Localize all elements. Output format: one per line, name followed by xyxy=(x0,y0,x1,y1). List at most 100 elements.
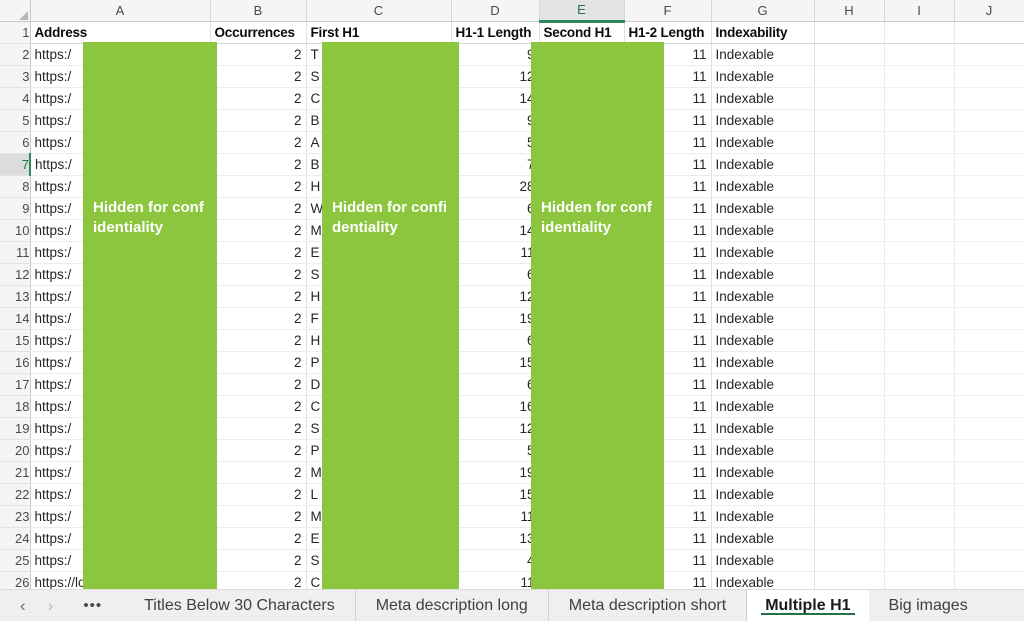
cell-i8[interactable] xyxy=(884,175,955,198)
cell-j24[interactable] xyxy=(954,527,1024,550)
cell-d11[interactable]: 11 xyxy=(451,241,540,264)
cell-g11[interactable]: Indexable xyxy=(711,241,815,264)
cell-i18[interactable] xyxy=(884,395,955,418)
cell-b18[interactable]: 2 xyxy=(210,395,307,418)
cell-j2[interactable] xyxy=(954,43,1024,66)
cell-j10[interactable] xyxy=(954,219,1024,242)
cell-d4[interactable]: 14 xyxy=(451,87,540,110)
cell-h7[interactable] xyxy=(814,153,885,176)
row-header[interactable]: 4 xyxy=(0,87,31,110)
cell-h9[interactable] xyxy=(814,197,885,220)
cell-d7[interactable]: 7 xyxy=(451,153,540,176)
sheet-tab-titles-below-30-characters[interactable]: Titles Below 30 Characters xyxy=(124,590,356,621)
cell-b22[interactable]: 2 xyxy=(210,483,307,506)
cell-b25[interactable]: 2 xyxy=(210,549,307,572)
column-title-f[interactable]: H1-2 Length xyxy=(624,21,712,44)
cell-d22[interactable]: 15 xyxy=(451,483,540,506)
row-header[interactable]: 2 xyxy=(0,43,31,66)
cell-h2[interactable] xyxy=(814,43,885,66)
row-header[interactable]: 14 xyxy=(0,307,31,330)
cell-b3[interactable]: 2 xyxy=(210,65,307,88)
cell-d14[interactable]: 19 xyxy=(451,307,540,330)
cell-j23[interactable] xyxy=(954,505,1024,528)
cell-j9[interactable] xyxy=(954,197,1024,220)
cell-h4[interactable] xyxy=(814,87,885,110)
cell-j21[interactable] xyxy=(954,461,1024,484)
cell-d6[interactable]: 5 xyxy=(451,131,540,154)
cell-h17[interactable] xyxy=(814,373,885,396)
cell-g7[interactable]: Indexable xyxy=(711,153,815,176)
cell-j17[interactable] xyxy=(954,373,1024,396)
cell-i15[interactable] xyxy=(884,329,955,352)
cell-b15[interactable]: 2 xyxy=(210,329,307,352)
cell-i16[interactable] xyxy=(884,351,955,374)
row-header[interactable]: 7 xyxy=(0,153,31,176)
cell-h10[interactable] xyxy=(814,219,885,242)
row-header[interactable]: 9 xyxy=(0,197,31,220)
cell-i9[interactable] xyxy=(884,197,955,220)
cell-h23[interactable] xyxy=(814,505,885,528)
cell-j22[interactable] xyxy=(954,483,1024,506)
column-title-j[interactable] xyxy=(954,21,1024,44)
column-header-e[interactable]: E xyxy=(539,0,625,23)
column-title-e[interactable]: Second H1 xyxy=(539,21,625,44)
cell-b16[interactable]: 2 xyxy=(210,351,307,374)
column-header-d[interactable]: D xyxy=(451,0,540,22)
previous-sheet-icon[interactable]: ‹ xyxy=(20,596,26,615)
cell-i19[interactable] xyxy=(884,417,955,440)
cell-i14[interactable] xyxy=(884,307,955,330)
column-header-i[interactable]: I xyxy=(884,0,955,22)
row-header[interactable]: 24 xyxy=(0,527,31,550)
cell-j15[interactable] xyxy=(954,329,1024,352)
cell-g18[interactable]: Indexable xyxy=(711,395,815,418)
cell-h3[interactable] xyxy=(814,65,885,88)
cell-i22[interactable] xyxy=(884,483,955,506)
cell-g21[interactable]: Indexable xyxy=(711,461,815,484)
row-header[interactable]: 1 xyxy=(0,21,31,44)
cell-b23[interactable]: 2 xyxy=(210,505,307,528)
cell-i3[interactable] xyxy=(884,65,955,88)
cell-g12[interactable]: Indexable xyxy=(711,263,815,286)
cell-d19[interactable]: 12 xyxy=(451,417,540,440)
column-title-d[interactable]: H1-1 Length xyxy=(451,21,540,44)
row-header[interactable]: 15 xyxy=(0,329,31,352)
cell-h6[interactable] xyxy=(814,131,885,154)
cell-h22[interactable] xyxy=(814,483,885,506)
cell-d25[interactable]: 4 xyxy=(451,549,540,572)
cell-b21[interactable]: 2 xyxy=(210,461,307,484)
column-header-f[interactable]: F xyxy=(624,0,712,22)
cell-b7[interactable]: 2 xyxy=(210,153,307,176)
cell-j3[interactable] xyxy=(954,65,1024,88)
cell-j16[interactable] xyxy=(954,351,1024,374)
cell-d23[interactable]: 11 xyxy=(451,505,540,528)
row-header[interactable]: 18 xyxy=(0,395,31,418)
cell-g25[interactable]: Indexable xyxy=(711,549,815,572)
column-title-c[interactable]: First H1 xyxy=(306,21,452,44)
cell-b10[interactable]: 2 xyxy=(210,219,307,242)
cell-i6[interactable] xyxy=(884,131,955,154)
cell-b4[interactable]: 2 xyxy=(210,87,307,110)
column-title-b[interactable]: Occurrences xyxy=(210,21,307,44)
next-sheet-icon[interactable]: › xyxy=(47,596,54,615)
cell-b2[interactable]: 2 xyxy=(210,43,307,66)
cell-d9[interactable]: 6 xyxy=(451,197,540,220)
cell-j6[interactable] xyxy=(954,131,1024,154)
cell-d18[interactable]: 16 xyxy=(451,395,540,418)
cell-d16[interactable]: 15 xyxy=(451,351,540,374)
cell-g6[interactable]: Indexable xyxy=(711,131,815,154)
cell-d12[interactable]: 6 xyxy=(451,263,540,286)
cell-h26[interactable] xyxy=(814,571,885,589)
cell-j18[interactable] xyxy=(954,395,1024,418)
cell-d3[interactable]: 12 xyxy=(451,65,540,88)
spreadsheet-grid[interactable]: A B C D E F G H I J 1 Address Occurrences F… xyxy=(0,0,1024,589)
cell-d2[interactable]: 9 xyxy=(451,43,540,66)
cell-j20[interactable] xyxy=(954,439,1024,462)
cell-i5[interactable] xyxy=(884,109,955,132)
cell-g5[interactable]: Indexable xyxy=(711,109,815,132)
row-header[interactable]: 17 xyxy=(0,373,31,396)
cell-b14[interactable]: 2 xyxy=(210,307,307,330)
cell-d21[interactable]: 19 xyxy=(451,461,540,484)
cell-d10[interactable]: 14 xyxy=(451,219,540,242)
cell-g10[interactable]: Indexable xyxy=(711,219,815,242)
cell-j13[interactable] xyxy=(954,285,1024,308)
